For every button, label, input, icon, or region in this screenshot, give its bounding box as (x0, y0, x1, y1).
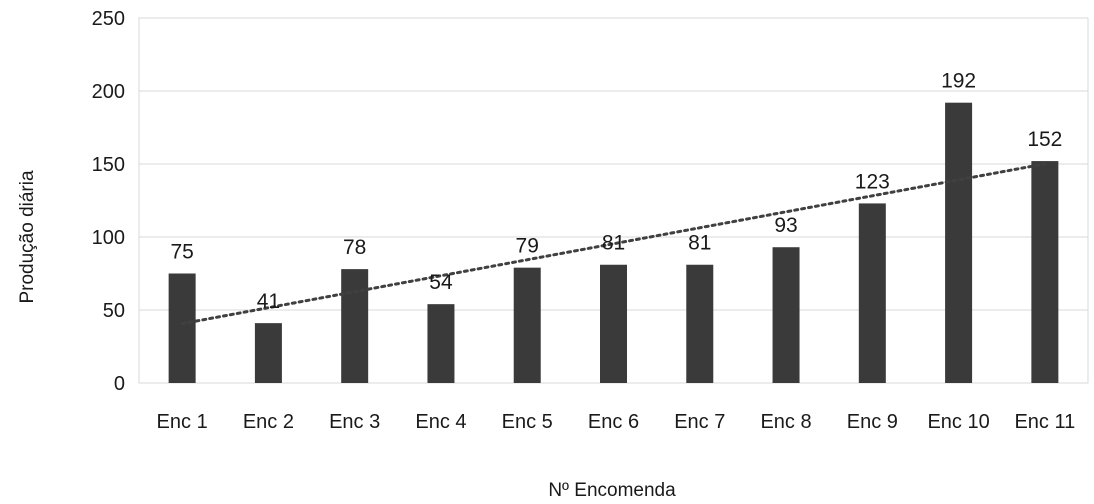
data-label: 79 (516, 235, 539, 258)
y-tick-label: 50 (103, 300, 125, 322)
data-label: 192 (941, 70, 976, 93)
bar (513, 267, 541, 383)
x-tick-label: Enc 10 (927, 411, 989, 433)
y-axis-title: Produção diária (17, 170, 38, 304)
x-tick-label: Enc 2 (243, 411, 294, 433)
data-labels: 75 41 78 54 79 81 81 93 123 192 152 (170, 70, 1062, 313)
y-tick-label: 250 (92, 8, 125, 30)
x-tick-label: Enc 9 (847, 411, 898, 433)
x-tick-label: Enc 8 (760, 411, 811, 433)
bar (686, 264, 714, 383)
data-label: 152 (1027, 128, 1062, 151)
data-label: 93 (774, 214, 797, 237)
x-axis-ticks: Enc 1 Enc 2 Enc 3 Enc 4 Enc 5 Enc 6 Enc 7 Enc 8… (157, 411, 1076, 433)
y-axis-ticks: 0 50 100 150 200 250 (92, 8, 125, 395)
data-label: 75 (170, 241, 193, 264)
data-label: 54 (429, 271, 453, 294)
x-tick-label: Enc 7 (674, 411, 725, 433)
y-tick-label: 0 (114, 373, 125, 395)
bar (254, 323, 282, 383)
bar (600, 264, 627, 383)
x-tick-label: Enc 5 (502, 411, 553, 433)
data-label: 41 (257, 290, 280, 313)
x-tick-label: Enc 11 (1014, 411, 1075, 433)
bar (168, 273, 196, 383)
bar (427, 304, 455, 383)
bar (858, 203, 886, 383)
x-tick-label: Enc 1 (157, 411, 208, 433)
x-tick-label: Enc 4 (415, 411, 466, 433)
data-label: 78 (343, 236, 366, 259)
y-tick-label: 100 (92, 227, 125, 249)
trendline-group (180, 162, 1047, 326)
bars (168, 102, 1059, 384)
bar (1031, 161, 1059, 383)
trendline (180, 162, 1047, 326)
bar (341, 269, 369, 383)
data-label: 81 (602, 232, 625, 255)
y-tick-label: 200 (92, 81, 125, 103)
y-tick-label: 150 (92, 154, 125, 176)
x-axis-title: Nº Encomenda (548, 480, 676, 501)
x-tick-label: Enc 6 (588, 411, 639, 433)
bar (772, 247, 800, 383)
data-label: 81 (688, 232, 711, 255)
bar (945, 102, 973, 384)
data-label: 123 (855, 170, 890, 193)
x-tick-label: Enc 3 (329, 411, 380, 433)
